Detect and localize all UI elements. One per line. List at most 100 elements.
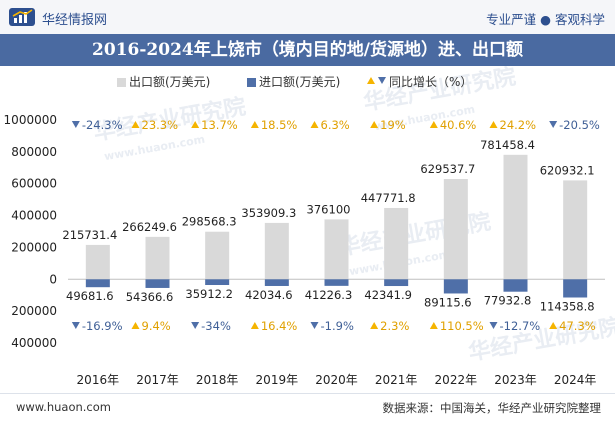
export-bar [264, 222, 289, 280]
import-growth-label: -12.7% [500, 319, 541, 333]
export-bar [145, 236, 170, 280]
import-growth-down-icon [489, 322, 498, 329]
import-value-label: 35912.2 [185, 287, 233, 301]
import-growth-label: -16.9% [82, 319, 123, 333]
export-growth-up-icon [429, 121, 438, 128]
import-growth-up-icon [250, 322, 259, 329]
legend-up-triangle-icon [367, 77, 375, 84]
footer-divider [0, 393, 615, 394]
import-growth-up-icon [429, 322, 438, 329]
export-growth-label: 13.7% [201, 118, 238, 132]
export-value-label: 215731.4 [62, 228, 117, 242]
import-value-label: 42034.6 [245, 288, 293, 302]
import-growth-label: 47.3% [559, 319, 596, 333]
x-tick-label: 2019年 [256, 373, 299, 387]
import-growth-up-icon [131, 322, 140, 329]
export-bar [503, 154, 528, 280]
export-growth-label: 18.5% [261, 118, 298, 132]
legend-export-swatch [117, 78, 126, 87]
import-bar [264, 279, 289, 286]
export-growth-label: -24.3% [82, 118, 123, 132]
import-growth-label: 110.5% [440, 319, 484, 333]
x-tick-label: 2022年 [435, 373, 478, 387]
export-growth-up-icon [489, 121, 498, 128]
y-tick-label: 400000 [11, 336, 57, 350]
brand-name: 华经情报网 [42, 13, 108, 28]
export-growth-label: 24.2% [500, 118, 537, 132]
import-value-label: 41226.3 [305, 288, 353, 302]
import-bar [324, 279, 349, 286]
export-value-label: 353909.3 [241, 206, 296, 220]
export-growth-up-icon [191, 121, 200, 128]
export-growth-up-icon [370, 121, 379, 128]
export-value-label: 629537.7 [420, 162, 475, 176]
import-growth-label: -1.9% [321, 319, 354, 333]
export-value-label: 620932.1 [540, 163, 595, 177]
import-growth-label: -34% [201, 319, 231, 333]
export-bar [384, 207, 409, 280]
import-growth-label: 9.4% [142, 319, 171, 333]
export-value-label: 447771.8 [361, 191, 416, 205]
export-bar [205, 231, 230, 280]
y-axis: 1000000 800000 600000 400000 200000 0 200000 40… [4, 113, 605, 350]
legend-export-label: 出口额(万美元) [129, 75, 210, 89]
x-tick-label: 2024年 [554, 373, 597, 387]
import-growth-label: 2.3% [380, 319, 409, 333]
legend-import-label: 进口额(万美元) [259, 75, 340, 89]
import-growth-up-icon [370, 322, 379, 329]
export-growth-down-icon [549, 121, 558, 128]
legend: 出口额(万美元) 进口额(万美元) 同比增长（%） [117, 75, 472, 89]
export-bar [563, 180, 588, 280]
import-bar [443, 279, 468, 294]
export-bar [324, 219, 349, 280]
import-value-label: 114358.8 [540, 300, 595, 314]
export-growth-label: 19% [380, 118, 406, 132]
export-growth-down-icon [71, 121, 80, 128]
export-growth-up-icon [131, 121, 140, 128]
data-source: 数据来源：中国海关，华经产业研究院整理 [382, 401, 602, 415]
y-tick-label: 0 [49, 272, 57, 286]
top-bar: 华经情报网 专业严谨 ● 客观科学 [0, 0, 615, 34]
chart-title: 2016-2024年上饶市（境内目的地/货源地）进、出口额 [92, 40, 523, 60]
legend-down-triangle-icon [378, 77, 386, 84]
export-bar [85, 244, 110, 280]
x-tick-label: 2023年 [494, 373, 537, 387]
import-bar [384, 279, 409, 287]
legend-import-swatch [247, 78, 256, 87]
export-growth-up-icon [250, 121, 259, 128]
import-bar [563, 279, 588, 298]
export-value-label: 376100 [307, 202, 351, 216]
y-tick-label: 800000 [11, 145, 57, 159]
import-bar [85, 279, 110, 288]
x-tick-label: 2021年 [375, 373, 418, 387]
import-growth-down-icon [310, 322, 319, 329]
import-growth-down-icon [191, 322, 200, 329]
import-value-label: 49681.6 [66, 289, 114, 303]
y-tick-label: 600000 [11, 177, 57, 191]
import-bar [503, 279, 528, 292]
export-value-label: 266249.6 [122, 220, 177, 234]
export-bar [443, 179, 468, 280]
export-value-label: 781458.4 [480, 138, 535, 152]
y-tick-label: 200000 [11, 240, 57, 254]
x-tick-label: 2016年 [77, 373, 120, 387]
import-growth-down-icon [71, 322, 80, 329]
title-bar: 2016-2024年上饶市（境内目的地/货源地）进、出口额 [0, 34, 615, 66]
export-growth-label: -20.5% [559, 118, 600, 132]
huajing-logo-icon [9, 8, 35, 26]
import-value-label: 54366.6 [126, 290, 174, 304]
export-growth-label: 23.3% [142, 118, 179, 132]
legend-growth-label: 同比增长（%） [389, 75, 472, 89]
chart-area: 华经产业研究院华经产业研究院华经产业研究院华经产业研究院www.huaon.co… [4, 66, 615, 387]
x-tick-label: 2020年 [315, 373, 358, 387]
import-bar [145, 279, 170, 288]
import-bar [205, 279, 230, 286]
y-tick-label: 200000 [11, 304, 57, 318]
import-value-label: 89115.6 [424, 295, 472, 309]
import-value-label: 42341.9 [364, 288, 412, 302]
y-tick-label: 1000000 [4, 113, 57, 127]
tagline: 专业严谨 ● 客观科学 [486, 12, 605, 27]
plot: 215731.4 49681.6 2016年 -24.3% -16.9% 266249.6… [62, 118, 600, 387]
export-growth-up-icon [310, 121, 319, 128]
x-tick-label: 2017年 [136, 373, 179, 387]
